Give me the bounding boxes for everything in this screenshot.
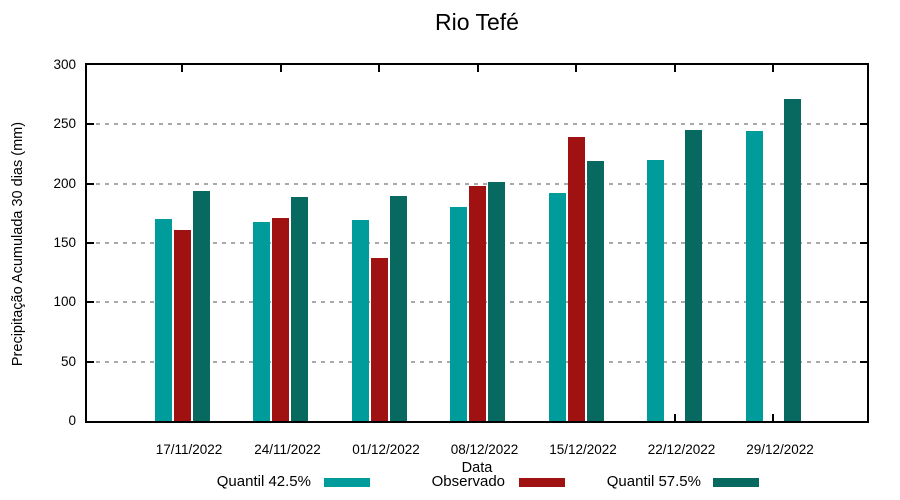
y-tick-right	[860, 242, 867, 244]
legend-label-1: Quantil 42.5%	[216, 473, 311, 490]
y-tick-label: 200	[53, 175, 76, 191]
x-tick-label: 22/12/2022	[647, 442, 716, 457]
x-tick-top	[476, 65, 479, 72]
bar-quantil-42.5--17-11-2022	[154, 219, 172, 421]
y-tick-left	[87, 182, 94, 185]
x-tick-top	[575, 65, 577, 72]
bar-quantil-57.5--29-12-2022	[783, 99, 801, 421]
y-tick-label: 50	[60, 353, 76, 369]
x-tick-bottom	[772, 414, 774, 421]
bar-quantil-57.5--24-11-2022	[291, 197, 308, 421]
y-tick-right	[860, 182, 867, 185]
x-tick-label: 15/12/2022	[549, 442, 617, 457]
x-tick-bottom	[673, 414, 676, 421]
y-tick-left	[87, 360, 94, 363]
y-tick-left	[87, 301, 94, 304]
bar-observado-24-11-2022	[272, 218, 289, 421]
bar-observado-08-12-2022	[469, 186, 486, 421]
legend-label-3: Quantil 57.5%	[606, 473, 701, 490]
x-tick-label: 17/11/2022	[155, 442, 223, 457]
gridline-y-250	[87, 123, 867, 126]
y-tick-left	[87, 242, 94, 244]
x-tick-label: 24/11/2022	[254, 442, 321, 457]
y-tick-right	[860, 123, 867, 126]
bar-quantil-42.5--08-12-2022	[450, 207, 467, 421]
bar-quantil-57.5--17-11-2022	[192, 191, 210, 421]
y-tick-label: 150	[53, 235, 76, 250]
x-tick-label: 01/12/2022	[352, 442, 420, 457]
x-tick-top	[279, 65, 282, 72]
bar-quantil-42.5--24-11-2022	[253, 222, 270, 421]
bar-quantil-57.5--08-12-2022	[488, 182, 505, 421]
bar-quantil-57.5--15-12-2022	[586, 161, 604, 421]
bar-quantil-57.5--01-12-2022	[389, 196, 407, 421]
y-tick-right	[860, 301, 867, 304]
bar-quantil-42.5--01-12-2022	[351, 220, 369, 421]
y-axis-title: Precipitação Acumulada 30 dias (mm)	[10, 121, 26, 367]
plot-area	[85, 63, 869, 423]
x-tick-top	[772, 65, 774, 72]
bar-observado-17-11-2022	[173, 230, 191, 421]
bar-observado-01-12-2022	[370, 258, 388, 421]
x-axis-title: Data	[461, 460, 493, 476]
bar-quantil-57.5--22-12-2022	[685, 130, 702, 421]
x-tick-top	[673, 65, 676, 72]
bar-quantil-42.5--29-12-2022	[745, 131, 763, 421]
y-tick-label: 300	[53, 57, 76, 72]
bar-quantil-42.5--22-12-2022	[647, 160, 664, 421]
y-tick-left	[87, 123, 94, 126]
x-tick-top	[181, 65, 183, 72]
legend-swatch-3	[713, 478, 759, 487]
y-tick-label: 0	[68, 413, 76, 428]
legend-swatch-1	[324, 478, 370, 487]
bar-observado-15-12-2022	[567, 137, 585, 421]
chart-title: Rio Tefé	[435, 9, 519, 35]
y-tick-label: 100	[53, 294, 76, 310]
bar-quantil-42.5--15-12-2022	[548, 193, 566, 421]
x-tick-top	[378, 65, 380, 72]
gridline-y-200	[87, 182, 867, 185]
legend-swatch-2	[519, 478, 565, 487]
x-tick-label: 29/12/2022	[746, 442, 814, 457]
legend-label-2: Observado	[431, 473, 505, 490]
y-tick-right	[860, 360, 867, 363]
x-tick-label: 08/12/2022	[450, 442, 519, 457]
y-tick-label: 250	[53, 116, 76, 132]
